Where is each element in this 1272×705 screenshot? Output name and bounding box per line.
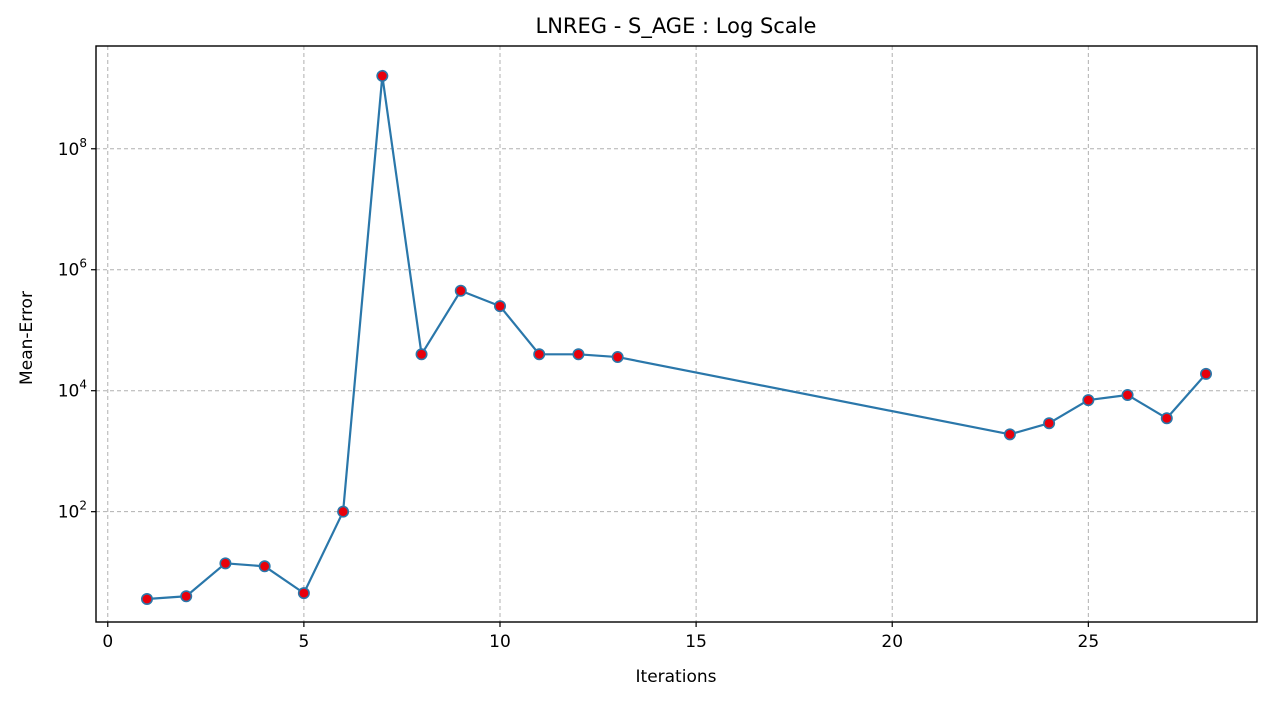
data-point (376, 69, 389, 82)
x-tick-label: 15 (685, 632, 707, 652)
x-axis-label: Iterations (636, 667, 717, 687)
x-tick-label: 25 (1078, 632, 1100, 652)
y-tick-label: 106 (58, 257, 87, 281)
series-layer (140, 69, 1213, 606)
data-point (572, 348, 585, 361)
plot-frame (95, 45, 1258, 623)
y-axis-label: Mean-Error (17, 291, 37, 385)
data-point (140, 593, 153, 606)
chart-title: LNREG - S_AGE : Log Scale (536, 14, 817, 39)
data-point (1082, 394, 1095, 407)
x-tick-label: 10 (489, 632, 511, 652)
data-point (1160, 412, 1173, 425)
x-tick-label: 5 (298, 632, 309, 652)
data-point (297, 587, 310, 600)
data-point (337, 505, 350, 518)
grid-lines (96, 46, 1257, 622)
data-point (180, 590, 193, 603)
data-point (1200, 367, 1213, 380)
data-point (219, 557, 232, 570)
data-point (1003, 428, 1016, 441)
x-tick-label: 20 (881, 632, 903, 652)
y-tick-label: 102 (58, 499, 87, 523)
axis-ticks: 0 5 10 15 20 25 102 104 106 108 (58, 136, 1099, 652)
x-tick-label: 0 (102, 632, 113, 652)
data-point (454, 284, 467, 297)
data-point (1043, 417, 1056, 430)
data-point (611, 351, 624, 364)
data-point (1121, 388, 1134, 401)
data-point (258, 560, 271, 573)
y-tick-label: 108 (58, 136, 87, 160)
y-tick-label: 104 (58, 378, 87, 402)
data-point (493, 300, 506, 313)
data-point (415, 348, 428, 361)
data-point (533, 348, 546, 361)
